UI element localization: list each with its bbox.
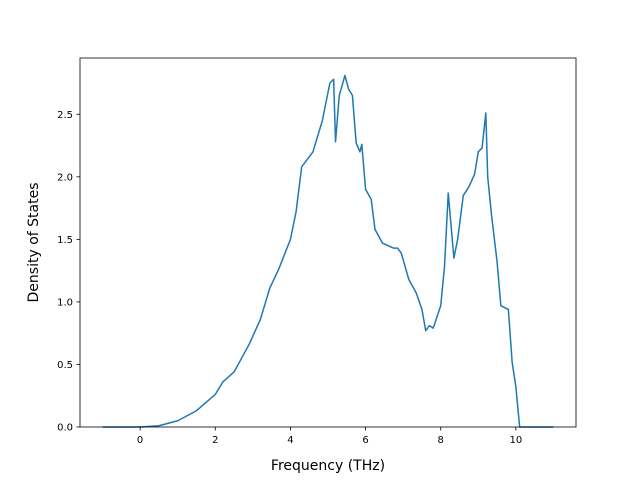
- x-tick-label: 10: [510, 435, 523, 446]
- plot-layer: [102, 74, 554, 428]
- dos-series-line-0: [102, 74, 554, 428]
- x-axis: 0 2 4 6 8 10: [137, 427, 522, 446]
- x-tick-label: 0: [137, 435, 143, 446]
- y-tick-label: 1.0: [57, 297, 73, 308]
- y-axis: 0.0 0.5 1.0 1.5 2.0 2.5: [57, 110, 80, 434]
- x-tick-label: 4: [287, 435, 293, 446]
- y-axis-title: Density of States: [26, 183, 42, 303]
- x-tick-label: 8: [438, 435, 444, 446]
- x-tick-label: 2: [212, 435, 218, 446]
- plot-frame: [79, 57, 577, 428]
- y-tick-label: 2.0: [57, 172, 73, 183]
- y-tick-label: 1.5: [57, 235, 73, 246]
- y-tick-label: 0.5: [57, 360, 73, 371]
- y-tick-label: 2.5: [57, 110, 73, 121]
- x-tick-label: 6: [362, 435, 368, 446]
- y-tick-label: 0.0: [57, 423, 73, 434]
- x-axis-title: Frequency (THz): [271, 458, 385, 474]
